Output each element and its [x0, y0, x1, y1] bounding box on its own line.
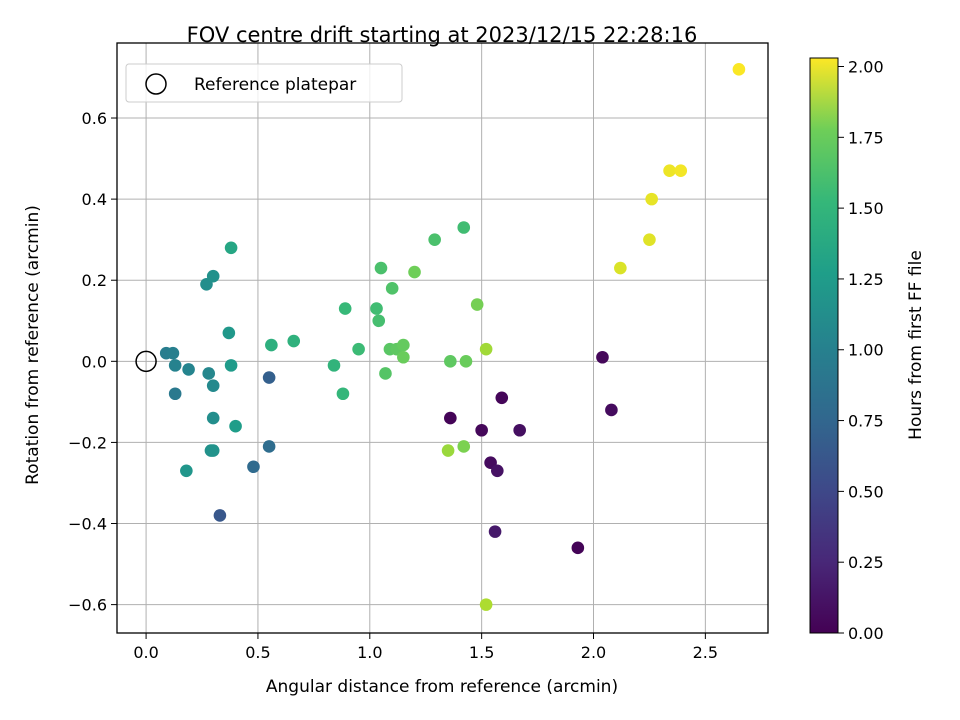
scatter-point — [338, 302, 352, 315]
scatter-point — [488, 525, 502, 538]
scatter-point — [444, 411, 457, 425]
scatter-point — [479, 598, 493, 611]
scatter-point — [374, 261, 388, 275]
scatter-point — [643, 233, 656, 246]
scatter-point — [206, 444, 220, 457]
scatter-point — [180, 464, 193, 478]
reference-platepar-marker — [135, 350, 157, 373]
scatter-point — [457, 440, 471, 453]
colorbar-label: Hours from first FF file — [906, 250, 926, 440]
colorbar-tick-label: 0.75 — [848, 412, 884, 431]
colorbar-tick-label: 1.50 — [848, 199, 884, 218]
colorbar-gradient — [809, 57, 839, 634]
scatter-point — [479, 342, 493, 356]
y-tick-label: 0.2 — [82, 271, 107, 290]
scatter-point — [352, 342, 365, 356]
scatter-point — [444, 355, 457, 368]
colorbar-tick-label: 0.25 — [848, 553, 884, 572]
colorbar-tick-label: 0.00 — [848, 624, 884, 643]
colorbar-tick-label: 1.75 — [848, 128, 884, 147]
scatter-point — [262, 371, 276, 384]
y-tick-label: 0.6 — [82, 109, 107, 128]
scatter-point — [596, 350, 609, 364]
scatter-point — [370, 302, 383, 315]
y-tick-label: −0.6 — [68, 596, 107, 615]
scatter-point — [224, 359, 238, 372]
grid-lines — [117, 43, 768, 633]
scatter-point — [470, 298, 484, 311]
legend-entry-reference: Reference platepar — [194, 75, 356, 95]
colorbar: 0.00 0.25 0.50 0.75 1.00 1.25 1.50 1.75 2.00 Hou… — [809, 57, 926, 643]
plot-frame — [116, 42, 769, 634]
scatter-point — [247, 460, 260, 474]
legend-box — [125, 63, 403, 103]
colorbar-tick-label: 1.00 — [848, 341, 884, 360]
scatter-point — [206, 411, 220, 425]
scatter-point — [168, 387, 182, 401]
y-tick-label: 0.0 — [82, 352, 107, 371]
scatter-point — [224, 241, 238, 255]
x-tick-label: 2.5 — [693, 643, 718, 662]
scatter-point — [372, 314, 386, 328]
scatter-point — [206, 269, 220, 283]
scatter-point — [168, 359, 182, 372]
scatter-point — [202, 367, 216, 380]
scatter-point — [385, 282, 399, 295]
scatter-point — [397, 350, 410, 364]
scatter-point — [213, 509, 227, 522]
legend-reference-icon — [145, 73, 167, 95]
data-points — [159, 63, 746, 611]
colorbar-tick-label: 1.25 — [848, 270, 884, 289]
scatter-point — [327, 359, 341, 372]
y-axis-ticks: −0.6 −0.4 −0.2 0.0 0.2 0.4 0.6 — [68, 109, 117, 615]
scatter-point — [663, 164, 676, 178]
colorbar-ticks: 0.00 0.25 0.50 0.75 1.00 1.25 1.50 1.75 2.00 — [838, 57, 884, 643]
scatter-point — [441, 444, 455, 457]
scatter-point — [336, 387, 350, 401]
scatter-point — [513, 423, 526, 437]
x-axis-ticks: 0.0 0.5 1.0 1.5 2.0 2.5 — [133, 633, 718, 662]
scatter-point — [222, 326, 236, 340]
colorbar-tick-label: 2.00 — [848, 57, 884, 76]
scatter-point — [428, 233, 441, 246]
scatter-point — [645, 192, 658, 206]
scatter-point — [732, 63, 746, 76]
x-axis-label: Angular distance from reference (arcmin) — [266, 677, 618, 697]
scatter-point — [457, 221, 471, 234]
scatter-point — [495, 391, 509, 405]
scatter-point — [408, 265, 421, 279]
scatter-point — [491, 464, 504, 478]
scatter-point — [265, 338, 278, 352]
colorbar-tick-label: 0.50 — [848, 482, 884, 501]
scatter-point — [379, 367, 392, 380]
y-axis-label: Rotation from reference (arcmin) — [23, 205, 43, 485]
scatter-point — [614, 261, 627, 275]
scatter-point — [182, 363, 195, 376]
y-tick-label: −0.2 — [68, 433, 107, 452]
x-tick-label: 0.0 — [133, 643, 158, 662]
scatter-point — [605, 403, 618, 417]
scatter-point — [229, 419, 242, 433]
scatter-point — [262, 440, 276, 453]
scatter-point — [674, 164, 688, 178]
scatter-point — [206, 379, 220, 392]
y-tick-label: 0.4 — [82, 190, 107, 209]
scatter-point — [571, 541, 585, 555]
legend: Reference platepar — [125, 63, 403, 103]
y-tick-label: −0.4 — [68, 515, 107, 534]
scatter-point — [287, 334, 301, 348]
x-tick-label: 1.5 — [469, 643, 494, 662]
scatter-point — [397, 338, 410, 352]
scatter-point — [475, 423, 488, 437]
x-tick-label: 1.0 — [357, 643, 382, 662]
scatter-point — [459, 355, 473, 368]
scatter-point — [166, 346, 180, 360]
x-tick-label: 0.5 — [245, 643, 270, 662]
x-tick-label: 2.0 — [581, 643, 606, 662]
